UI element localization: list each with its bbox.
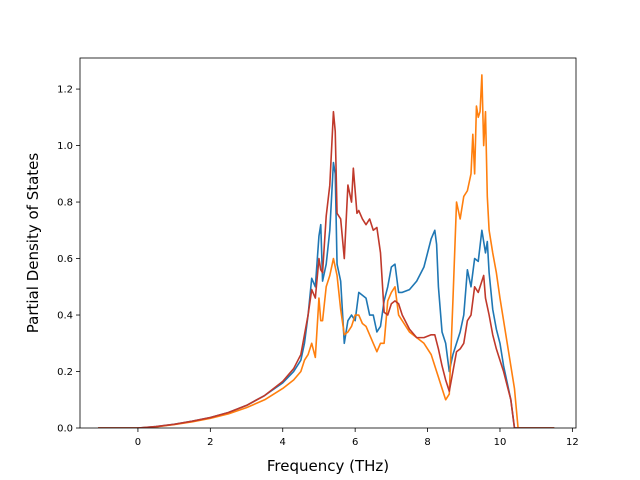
x-tick-label: 12: [566, 437, 579, 448]
y-tick-label: 0.2: [57, 367, 73, 378]
y-tick-label: 0.4: [57, 311, 73, 322]
series-line-3: [98, 110, 555, 428]
x-tick-label: 10: [494, 437, 507, 448]
series-layer: [98, 74, 555, 428]
x-tick-label: 8: [424, 437, 430, 448]
y-tick-label: 0.0: [57, 424, 73, 435]
y-tick-label: 0.8: [57, 198, 73, 209]
y-tick-label: 1.0: [57, 141, 73, 152]
x-tick-label: 6: [352, 437, 358, 448]
x-axis: 0 2 4 6 8 10 12: [135, 428, 579, 448]
x-tick-label: 0: [135, 437, 141, 448]
x-tick-label: 4: [280, 437, 286, 448]
x-tick-label: 2: [207, 437, 213, 448]
y-axis-label: Partial Density of States: [24, 153, 42, 334]
y-tick-label: 1.2: [57, 85, 73, 96]
x-axis-label: Frequency (THz): [267, 457, 389, 475]
axes-frame: [79, 57, 577, 429]
y-axis: 0.0 0.2 0.4 0.6 0.8 1.0 1.2: [57, 85, 80, 435]
y-tick-label: 0.6: [57, 254, 73, 265]
series-line-2: [98, 74, 555, 428]
